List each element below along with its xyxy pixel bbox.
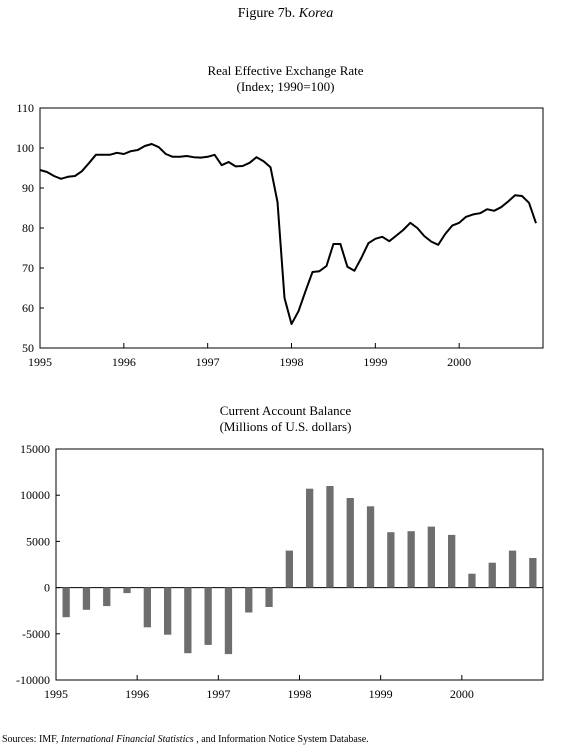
cab-bar [164, 587, 172, 635]
cab-plot-frame [55, 448, 544, 681]
reer-y-tick-label: 100 [16, 141, 34, 155]
reer-x-tick-label: 2000 [447, 355, 471, 369]
cab-x-tick-label: 2000 [450, 687, 474, 701]
cab-bar [346, 498, 354, 588]
cab-bar [448, 534, 456, 588]
cab-bar [326, 486, 334, 588]
cab-bar [508, 550, 517, 588]
reer-series-line [39, 143, 537, 325]
reer-chart-subtitle: (Index; 1990=100) [236, 79, 335, 94]
cab-bar [366, 506, 375, 588]
cab-chart-title-block: Current Account Balance (Millions of U.S… [0, 403, 571, 435]
cab-bar [488, 562, 496, 588]
cab-x-tick-label: 1995 [44, 687, 68, 701]
figure-title: Figure 7b. Korea [0, 6, 571, 22]
figure-title-prefix: Figure 7b. [237, 6, 299, 21]
cab-x-tick-label: 1997 [206, 687, 230, 701]
cab-bar [82, 587, 91, 610]
cab-bar [285, 550, 293, 588]
reer-y-tick-label: 50 [22, 341, 34, 355]
cab-bar [184, 587, 192, 654]
cab-y-tick-label: 5000 [26, 534, 50, 548]
reer-y-tick-label: 90 [22, 181, 34, 195]
cab-chart-title: Current Account Balance [219, 403, 352, 418]
reer-y-tick-label: 110 [16, 101, 34, 115]
cab-bar [265, 587, 273, 607]
cab-y-tick-label: 0 [44, 581, 50, 595]
cab-bar [529, 558, 537, 588]
cab-bar [245, 587, 253, 613]
sources-suffix: , and Information Notice System Database… [193, 734, 369, 745]
reer-chart: 50 60 70 80 90 100 110 1995 1996 1997 1998 1999 2000 [16, 101, 544, 369]
cab-chart: -10000 -5000 0 5000 10000 15000 1995 1996 1997 19… [16, 442, 544, 701]
cab-y-tick-label: -10000 [16, 673, 50, 687]
cab-bar [427, 526, 435, 588]
cab-bar [468, 573, 476, 588]
cab-y-tick-label: 15000 [20, 442, 50, 456]
reer-chart-title-block: Real Effective Exchange Rate (Index; 199… [0, 63, 571, 95]
cab-x-tick-label: 1998 [288, 687, 312, 701]
reer-plot-frame [39, 107, 544, 349]
cab-bar [407, 531, 415, 588]
cab-y-tick-label: 10000 [20, 488, 50, 502]
reer-chart-title: Real Effective Exchange Rate [207, 63, 364, 78]
cab-bar [387, 532, 395, 588]
reer-y-tick-label: 70 [22, 261, 34, 275]
reer-x-tick-label: 1995 [28, 355, 52, 369]
reer-x-tick-label: 1998 [280, 355, 304, 369]
cab-x-tick-label: 1999 [369, 687, 393, 701]
sources-publication: International Financial Statistics [60, 734, 194, 745]
cab-chart-subtitle: (Millions of U.S. dollars) [219, 419, 352, 434]
cab-bar [204, 587, 212, 645]
cab-bar [62, 587, 70, 618]
cab-x-tick-label: 1996 [125, 687, 149, 701]
sources-note: Sources: IMF, International Financial St… [2, 734, 369, 745]
cab-bar [143, 587, 151, 628]
sources-prefix: Sources: IMF, [2, 734, 61, 745]
cab-bar [103, 587, 111, 607]
cab-bar [123, 587, 131, 594]
cab-y-tick-label: -5000 [22, 627, 50, 641]
cab-bar [224, 587, 233, 655]
reer-x-tick-label: 1999 [363, 355, 387, 369]
figure-title-country: Korea [298, 6, 334, 21]
reer-x-tick-label: 1997 [196, 355, 220, 369]
reer-y-tick-label: 80 [22, 221, 34, 235]
cab-bar [306, 488, 314, 588]
reer-x-tick-label: 1996 [112, 355, 136, 369]
reer-y-tick-label: 60 [22, 301, 34, 315]
